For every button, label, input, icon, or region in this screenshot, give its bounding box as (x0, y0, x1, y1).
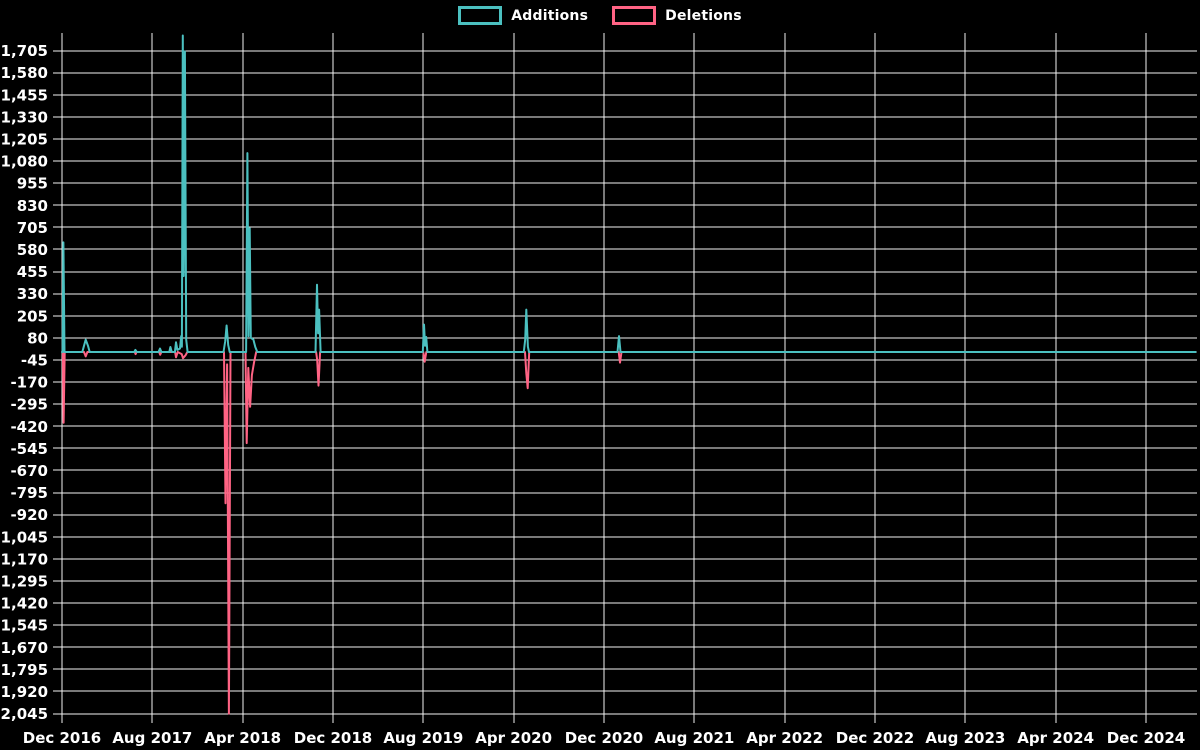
svg-text:-1,795: -1,795 (0, 661, 48, 679)
chart-legend: Additions Deletions (0, 6, 1200, 25)
legend-label-deletions: Deletions (665, 7, 742, 24)
additions-swatch-icon (458, 6, 503, 25)
svg-text:-1,545: -1,545 (0, 617, 48, 635)
svg-text:-795: -795 (10, 484, 48, 502)
svg-text:-1,045: -1,045 (0, 528, 48, 546)
svg-text:-45: -45 (21, 351, 48, 369)
svg-text:205: 205 (17, 307, 48, 325)
deletions-line (61, 351, 1197, 715)
svg-text:-170: -170 (10, 374, 48, 392)
legend-item-additions[interactable]: Additions (458, 6, 588, 25)
svg-text:-1,670: -1,670 (0, 639, 48, 657)
svg-text:-920: -920 (10, 506, 48, 524)
deletions-swatch-icon (612, 6, 657, 25)
y-axis-labels: 1,705 1,580 1,455 1,330 1,205 1,080 955 830 705 5… (0, 42, 48, 723)
svg-text:Aug 2019: Aug 2019 (383, 729, 463, 747)
svg-text:330: 330 (17, 285, 48, 303)
svg-text:1,705: 1,705 (1, 42, 48, 60)
svg-text:Apr 2022: Apr 2022 (746, 729, 823, 747)
x-axis-labels: Dec 2016 Aug 2017 Apr 2018 Dec 2018 Aug 2019… (23, 729, 1186, 747)
svg-text:1,080: 1,080 (1, 153, 48, 171)
svg-text:-1,170: -1,170 (0, 550, 48, 568)
svg-text:-1,420: -1,420 (0, 595, 48, 613)
svg-text:Dec 2022: Dec 2022 (836, 729, 915, 747)
svg-text:830: 830 (17, 197, 48, 215)
gridlines (53, 33, 1197, 723)
svg-text:-420: -420 (10, 418, 48, 436)
svg-text:Aug 2021: Aug 2021 (654, 729, 734, 747)
svg-text:705: 705 (17, 219, 48, 237)
legend-item-deletions[interactable]: Deletions (612, 6, 742, 25)
svg-text:-1,920: -1,920 (0, 683, 48, 701)
svg-text:1,330: 1,330 (1, 108, 48, 126)
svg-text:Aug 2023: Aug 2023 (925, 729, 1005, 747)
additions-line (61, 34, 1197, 353)
svg-text:Dec 2016: Dec 2016 (23, 729, 102, 747)
svg-text:Apr 2024: Apr 2024 (1017, 729, 1094, 747)
svg-text:80: 80 (27, 329, 48, 347)
svg-text:Dec 2018: Dec 2018 (294, 729, 373, 747)
svg-text:455: 455 (17, 263, 48, 281)
svg-text:Apr 2018: Apr 2018 (204, 729, 281, 747)
svg-text:Aug 2017: Aug 2017 (112, 729, 192, 747)
svg-text:-295: -295 (10, 396, 48, 414)
svg-text:1,580: 1,580 (1, 64, 48, 82)
svg-text:1,205: 1,205 (1, 130, 48, 148)
svg-text:-545: -545 (10, 440, 48, 458)
legend-label-additions: Additions (511, 7, 589, 24)
svg-text:-2,045: -2,045 (0, 705, 48, 723)
svg-text:Apr 2020: Apr 2020 (475, 729, 552, 747)
svg-text:-1,295: -1,295 (0, 572, 48, 590)
svg-text:-670: -670 (10, 462, 48, 480)
svg-text:1,455: 1,455 (1, 86, 48, 104)
svg-text:Dec 2024: Dec 2024 (1107, 729, 1186, 747)
svg-text:580: 580 (17, 241, 48, 259)
svg-text:Dec 2020: Dec 2020 (565, 729, 644, 747)
svg-text:955: 955 (17, 175, 48, 193)
